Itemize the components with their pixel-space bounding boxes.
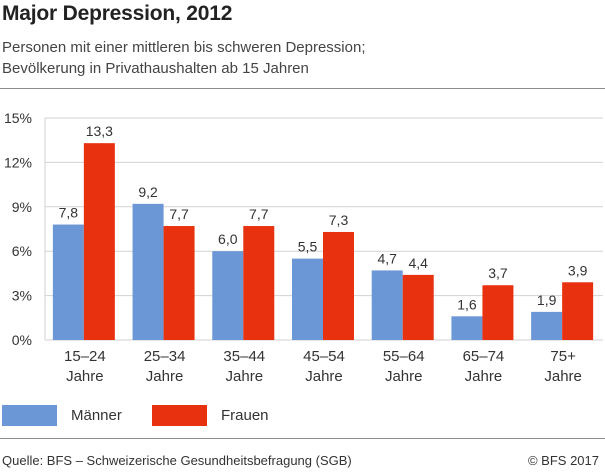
bar-maenner: [292, 258, 323, 340]
x-tick-label: 55–64: [383, 348, 425, 365]
data-label: 7,7: [249, 206, 269, 222]
x-tick-label: Jahre: [465, 368, 503, 385]
x-tick-label: Jahre: [226, 368, 264, 385]
y-tick-label: 3%: [12, 288, 32, 304]
bar-frauen: [243, 226, 275, 340]
x-tick-label: 75+: [550, 348, 576, 365]
x-tick-label: Jahre: [66, 368, 104, 385]
legend-item-frauen: Frauen: [152, 404, 269, 426]
bar-maenner: [132, 203, 164, 340]
x-tick-label: 45–54: [303, 348, 345, 365]
chart-subtitle: Personen mit einer mittleren bis schwere…: [2, 37, 522, 79]
data-label: 4,7: [377, 250, 397, 266]
data-label: 7,7: [169, 206, 189, 222]
x-tick-label: 25–34: [144, 348, 186, 365]
bar-frauen: [83, 143, 115, 340]
y-tick-label: 6%: [12, 243, 32, 259]
y-tick-label: 12%: [4, 154, 32, 170]
bar-frauen: [562, 282, 594, 340]
legend-swatch-maenner: [2, 404, 57, 426]
x-tick-label: 65–74: [463, 348, 505, 365]
legend-label-maenner: Männer: [71, 406, 122, 424]
data-label: 6,0: [218, 231, 238, 247]
chart-title: Major Depression, 2012: [2, 2, 233, 25]
data-label: 9,2: [138, 184, 158, 200]
data-label: 3,7: [488, 265, 508, 281]
copyright-note: © BFS 2017: [527, 453, 599, 468]
legend-item-maenner: Männer: [2, 404, 122, 426]
bar-frauen: [323, 231, 354, 340]
top-divider: [0, 88, 605, 89]
data-label: 5,5: [298, 239, 318, 255]
data-label: 4,4: [408, 255, 428, 271]
x-tick-label: 35–44: [223, 348, 265, 365]
y-tick-label: 0%: [12, 332, 32, 348]
data-label: 7,3: [329, 212, 349, 228]
data-label: 3,9: [568, 262, 588, 278]
x-tick-label: Jahre: [146, 368, 184, 385]
legend-swatch-frauen: [152, 404, 207, 426]
bar-maenner: [212, 251, 244, 340]
x-tick-label: Jahre: [305, 368, 343, 385]
y-tick-label: 15%: [4, 110, 32, 126]
data-label: 1,6: [457, 296, 477, 312]
bar-chart: 0% 3% 6% 9% 12% 15% 7,8 13,3 15–24 Jahre 9,2 7,7 25–…: [4, 110, 603, 385]
x-tick-label: 15–24: [64, 348, 106, 365]
bar-maenner: [531, 311, 563, 340]
bar-frauen: [402, 274, 434, 340]
subtitle-line-2: Bevölkerung in Privathaushalten ab 15 Ja…: [2, 60, 309, 77]
subtitle-line-1: Personen mit einer mittleren bis schwere…: [2, 39, 366, 56]
legend-label-frauen: Frauen: [221, 406, 269, 424]
x-tick-label: Jahre: [385, 368, 423, 385]
bar-maenner: [52, 224, 84, 340]
bar-maenner: [371, 270, 403, 340]
data-label: 7,8: [59, 205, 79, 221]
bottom-divider: [0, 438, 605, 439]
bar-frauen: [163, 226, 195, 340]
x-tick-label: Jahre: [544, 368, 582, 385]
source-note: Quelle: BFS – Schweizerische Gesundheits…: [2, 453, 352, 468]
data-label: 1,9: [537, 292, 557, 308]
y-tick-label: 9%: [12, 199, 32, 215]
data-label: 13,3: [86, 123, 113, 139]
bar-frauen: [482, 285, 514, 340]
bar-maenner: [451, 316, 483, 340]
